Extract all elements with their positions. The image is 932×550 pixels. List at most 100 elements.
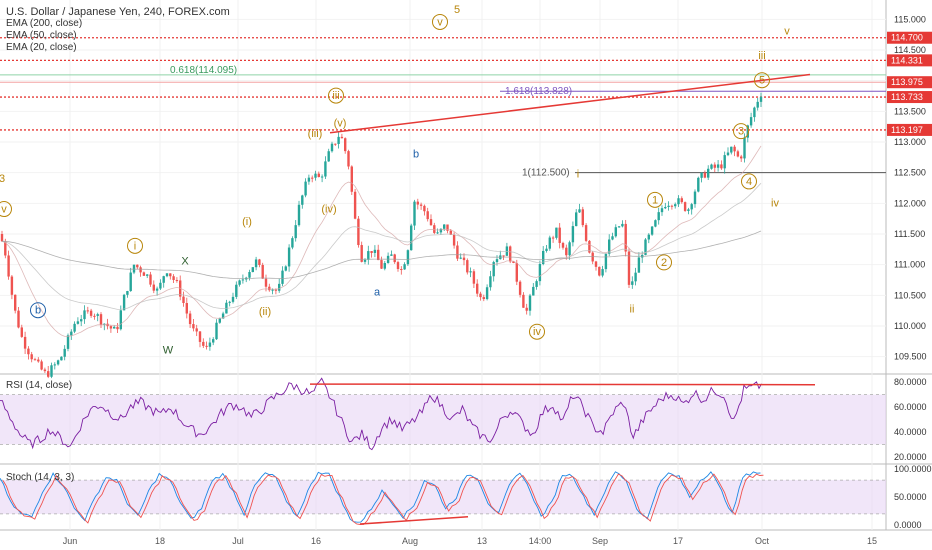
symbol-title[interactable]: U.S. Dollar / Japanese Yen, 240, FOREX.c… [6, 6, 230, 18]
candle-body [561, 242, 565, 248]
candle-body [235, 284, 238, 297]
date-label: 13 [477, 536, 487, 546]
candle-body [509, 246, 512, 262]
level-price-tag [887, 91, 932, 104]
ema-200-label[interactable]: EMA (200, close) [6, 18, 83, 29]
candle-body [17, 310, 20, 328]
candle-body [264, 278, 268, 287]
candle-body [43, 369, 47, 372]
wave-label: iii [758, 50, 765, 62]
wave-label: 1 [652, 194, 658, 206]
rsi-trendline [309, 383, 816, 386]
ema-20-label[interactable]: EMA (20, close) [6, 42, 77, 53]
wave-label: iv [533, 326, 541, 338]
candle-body [152, 284, 155, 291]
level-price-tag [887, 54, 932, 67]
candle-body [0, 234, 4, 242]
level-price-label: 114.331 [891, 55, 923, 65]
wave-label: i [577, 169, 579, 181]
candle-body [555, 227, 558, 238]
candle-body [281, 270, 284, 284]
wave-label: X [181, 256, 189, 268]
wave-label: (i) [242, 216, 252, 228]
candle-body [30, 354, 33, 360]
candle-body [753, 107, 756, 118]
date-label: 14:00 [529, 536, 552, 546]
wave-label: 4 [746, 176, 752, 188]
candle-body [710, 164, 713, 169]
price-tick-label: 110.500 [894, 290, 926, 300]
candle-body [449, 230, 452, 235]
candle-body [535, 281, 538, 287]
price-pane[interactable]: 0.618(114.095) 1.618(113.828) 1(112.500) 5… [0, 4, 886, 379]
candle-body [304, 181, 307, 196]
candle-body [99, 314, 103, 325]
candle-body [251, 267, 254, 273]
candle-body [291, 238, 294, 248]
candle-body [188, 313, 192, 325]
candle-body [205, 345, 208, 347]
candle-body [667, 205, 670, 207]
stoch-label[interactable]: Stoch (14, 3, 3) [6, 472, 75, 483]
stoch-tick-label: 100.0000 [894, 464, 932, 474]
candle-body [565, 247, 568, 256]
rsi-pane[interactable] [0, 377, 886, 451]
candle-body [436, 232, 439, 234]
candle-body [647, 234, 650, 240]
time-axis[interactable]: Jun 18 Jul 16 Aug 13 14:00 Sep 17 Oct 15 [63, 536, 877, 546]
candle-body [182, 296, 185, 304]
wave-circle [754, 72, 770, 89]
candle-body [228, 301, 231, 303]
rsi-label[interactable]: RSI (14, close) [6, 380, 73, 391]
candle-body [344, 138, 347, 152]
candle-body [697, 177, 700, 192]
candle-body [165, 273, 169, 277]
candle-body [14, 294, 17, 311]
wave-label: v [1, 204, 7, 216]
price-tick-label: 111.000 [894, 260, 925, 270]
stoch-k-line [0, 471, 761, 523]
candle-body [320, 176, 324, 178]
candle-body [396, 262, 400, 270]
wave-label: b [413, 148, 419, 160]
candle-body [132, 264, 136, 273]
stoch-trendline [359, 515, 469, 525]
candle-body [390, 254, 393, 256]
candle-body [703, 172, 707, 178]
rsi-tick-label: 40.0000 [894, 427, 927, 437]
candle-body [657, 212, 660, 221]
candle-body [274, 289, 278, 291]
stoch-pane[interactable] [0, 471, 886, 525]
ema-50-label[interactable]: EMA (50, close) [6, 30, 77, 41]
candle-body [370, 251, 373, 253]
wave-label: 3 [0, 173, 5, 185]
wave-circle [656, 254, 672, 271]
wave-label: ii [630, 304, 635, 316]
candle-body [690, 204, 693, 210]
price-axis[interactable]: 115.000114.500114.000113.500113.000112.5… [887, 14, 932, 530]
candle-body [83, 310, 86, 320]
candle-body [271, 289, 274, 291]
candle-body [360, 245, 363, 262]
candle-body [363, 259, 367, 262]
candle-body [485, 287, 489, 300]
chart-grid [0, 0, 932, 531]
candle-body [631, 281, 634, 285]
candle-body [614, 227, 617, 237]
candlestick-series [0, 92, 763, 379]
wave-circle [647, 191, 663, 208]
candle-body [713, 164, 716, 168]
candle-body [350, 166, 353, 192]
candle-body [746, 125, 749, 138]
candle-body [611, 236, 614, 240]
candle-body [142, 272, 146, 276]
candle-body [707, 168, 710, 178]
candle-body [568, 242, 571, 256]
wave-circle [733, 123, 749, 140]
candle-body [284, 266, 287, 271]
level-price-label: 114.700 [891, 33, 923, 43]
candle-body [330, 143, 334, 152]
candle-body [726, 152, 730, 156]
